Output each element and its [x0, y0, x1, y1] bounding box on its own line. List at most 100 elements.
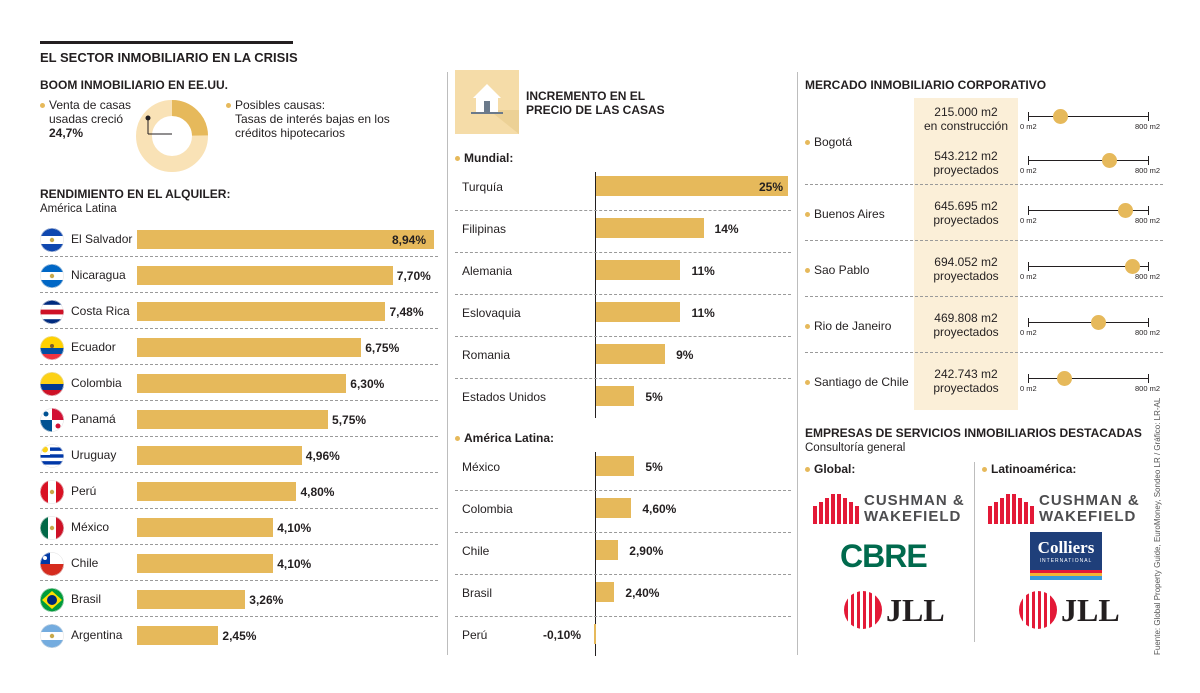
rental-label-brasil: Brasil: [71, 592, 102, 606]
flag-el-salvador-icon: [40, 228, 64, 252]
corporate-scale-tick: [1148, 318, 1149, 327]
rental-row-divider: [40, 508, 438, 509]
corporate-scale-line: [1028, 266, 1148, 267]
corporate-scale-tick: [1028, 318, 1029, 327]
rental-row-divider: [40, 292, 438, 293]
bullet-icon: [805, 212, 810, 218]
rental-row-divider: [40, 256, 438, 257]
cushman-wakefield-logo-latam: CUSHMAN & WAKEFIELD: [988, 490, 1148, 526]
corporate-axis-max: 800 m2: [1135, 272, 1161, 281]
jll-logo-global: JLL: [843, 590, 953, 630]
corporate-row-divider: [805, 352, 1163, 353]
cushman-building-icon: [813, 494, 859, 524]
corporate-row-divider: [805, 184, 1163, 185]
corporate-scale-tick: [1028, 112, 1029, 121]
prices-mundial-label: Mundial:: [455, 151, 513, 165]
mundial-chart-row-divider: [455, 252, 791, 253]
rental-title: RENDIMIENTO EN EL ALQUILER:: [40, 187, 231, 201]
corporate-scale-line: [1028, 210, 1148, 211]
corporate-axis-max: 800 m2: [1135, 328, 1161, 337]
corporate-entry-santiago-de-chile-0: 242.743 m2 proyectados: [933, 367, 999, 395]
rental-row-divider: [40, 580, 438, 581]
mundial-chart-label-romania: Romania: [462, 348, 511, 362]
rental-label-el-salvador: El Salvador: [71, 232, 133, 246]
bullet-icon: [40, 103, 45, 109]
flag-colombia-icon: [40, 372, 64, 396]
latam-chart-label-colombia: Colombia: [462, 502, 513, 516]
boom-title: BOOM INMOBILIARIO EN EE.UU.: [40, 78, 229, 92]
rental-bar-chile: [137, 554, 274, 573]
latam-chart-value-peru: -0,10%: [543, 628, 582, 642]
mundial-chart-label-alemania: Alemania: [462, 264, 513, 278]
flag-costa-rica-icon: [40, 300, 64, 324]
rental-bar-el-salvador: [137, 230, 434, 249]
rental-value-el-salvador: 8,94%: [392, 233, 427, 247]
corporate-scale-line: [1028, 322, 1148, 323]
header-rule: [40, 41, 293, 44]
latam-chart-value-colombia: 4,60%: [642, 502, 677, 516]
rental-value-mexico: 4,10%: [277, 521, 312, 535]
latam-chart-label-mexico: México: [462, 460, 501, 474]
flag-ecuador-icon: [40, 336, 64, 360]
corporate-dot-rio-de-janeiro-0: [1091, 315, 1107, 330]
latam-chart-bar-mexico: [596, 456, 635, 476]
corporate-highlight-column: [914, 98, 1018, 410]
corporate-axis-min: 0 m2: [1020, 328, 1037, 337]
rental-label-mexico: México: [71, 520, 110, 534]
rental-value-panama: 5,75%: [332, 413, 367, 427]
mundial-chart-label-turquia: Turquía: [462, 180, 503, 194]
corporate-title: MERCADO INMOBILIARIO CORPORATIVO: [805, 78, 1047, 92]
corporate-city-sao-pablo: Sao Pablo: [805, 263, 869, 277]
bullet-icon: [226, 103, 231, 109]
mundial-chart-value-estados-unidos: 5%: [645, 390, 663, 404]
corporate-dot-buenos-aires-0: [1117, 203, 1133, 218]
latam-chart-label-peru: Perú: [462, 628, 488, 642]
boom-donut-chart: [136, 100, 208, 172]
rental-bar-uruguay: [137, 446, 302, 465]
mundial-bar-chart: Turquía 25% Filipinas 14% Alemania 11% Eslovaq…: [455, 166, 793, 418]
rental-label-ecuador: Ecuador: [71, 340, 116, 354]
rental-row-divider: [40, 328, 438, 329]
latam-bar-chart: México 5% Colombia 4,60% Chile 2,90% Brasil 2,4…: [455, 446, 793, 656]
mundial-chart-value-turquia: 25%: [759, 180, 784, 194]
latam-chart-row-divider: [455, 490, 791, 491]
mundial-chart-row-divider: [455, 336, 791, 337]
companies-divider: [974, 462, 975, 642]
rental-row-divider: [40, 544, 438, 545]
cbre-logo: CBRE: [840, 538, 928, 574]
flag-chile-icon: [40, 552, 64, 576]
rental-label-nicaragua: Nicaragua: [71, 268, 126, 282]
corporate-dot-sao-pablo-0: [1125, 259, 1141, 274]
rental-row-divider: [40, 400, 438, 401]
corporate-dot-bogota-0: [1053, 109, 1069, 124]
rental-bar-colombia: [137, 374, 347, 393]
source-note: Fuente: Global Property Guide, EuroMoney…: [1153, 397, 1162, 655]
rental-label-chile: Chile: [71, 556, 99, 570]
rental-row-divider: [40, 364, 438, 365]
corporate-scale-tick: [1028, 262, 1029, 271]
corporate-city-buenos-aires: Buenos Aires: [805, 207, 885, 221]
corporate-scale-tick: [1148, 262, 1149, 271]
latam-chart-bar-colombia: [596, 498, 632, 518]
rental-value-ecuador: 6,75%: [365, 341, 400, 355]
corporate-scale-tick: [1028, 374, 1029, 383]
corporate-city-santiago-de-chile: Santiago de Chile: [805, 375, 909, 389]
latam-chart-row-divider: [455, 532, 791, 533]
rental-value-colombia: 6,30%: [350, 377, 385, 391]
mundial-chart-bar-eslovaquia: [596, 302, 681, 322]
rental-label-colombia: Colombia: [71, 376, 122, 390]
corporate-scale-tick: [1148, 112, 1149, 121]
latam-chart-bar-peru: [594, 624, 596, 644]
flag-uruguay-icon: [40, 444, 64, 468]
companies-subtitle: Consultoría general: [805, 442, 906, 454]
donut-pointer-dot: [145, 115, 151, 121]
bullet-icon: [805, 268, 810, 274]
rental-value-chile: 4,10%: [277, 557, 312, 571]
boom-left-text: Venta de casas usadas creció 24,7%: [40, 98, 131, 140]
bullet-icon: [805, 380, 810, 386]
bullet-icon: [455, 436, 460, 442]
rental-row-divider: [40, 616, 438, 617]
flag-panama-icon: [40, 408, 64, 432]
rental-bar-argentina: [137, 626, 219, 645]
corporate-axis-min: 0 m2: [1020, 166, 1037, 175]
